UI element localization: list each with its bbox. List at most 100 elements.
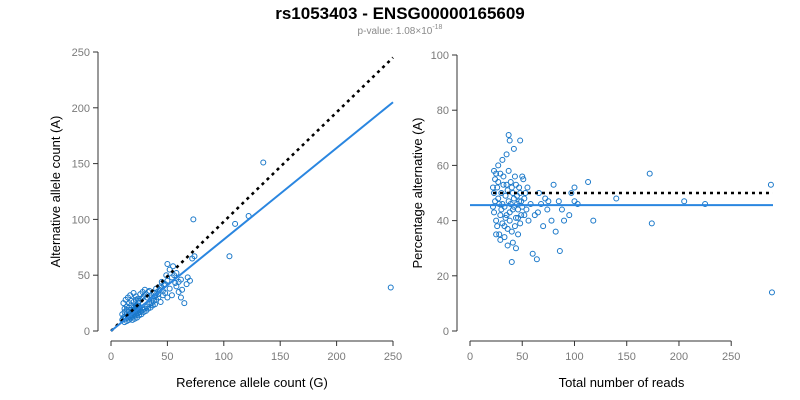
data-point (512, 214, 519, 221)
data-point (545, 198, 552, 205)
data-point (511, 173, 518, 180)
x-tick-label: 150 (271, 351, 289, 363)
data-point (531, 212, 538, 219)
data-point (502, 192, 509, 199)
data-point (163, 272, 170, 279)
x-tick-label: 0 (467, 351, 473, 363)
y-tick-label: 0 (84, 326, 90, 338)
data-point (173, 269, 180, 276)
x-tick-label: 200 (327, 351, 345, 363)
data-point (505, 167, 512, 174)
data-point (151, 301, 158, 308)
data-point (574, 201, 581, 208)
data-point (191, 253, 198, 260)
fit-line (110, 101, 394, 332)
y-tick-label: 50 (78, 270, 90, 282)
data-point (157, 298, 164, 305)
data-point (540, 223, 547, 230)
x-tick-label: 0 (108, 351, 114, 363)
data-point (542, 195, 549, 202)
data-point (518, 212, 525, 219)
data-point (512, 245, 519, 252)
y-tick-label: 150 (72, 159, 90, 171)
data-point (502, 214, 509, 221)
data-point (503, 181, 510, 188)
data-point (521, 212, 528, 219)
data-point (512, 181, 519, 188)
data-point (523, 206, 530, 213)
data-point (646, 170, 653, 177)
y-tick-label: 200 (72, 103, 90, 115)
data-point (494, 184, 501, 191)
data-point (493, 231, 500, 238)
x-tick-label: 150 (618, 351, 636, 363)
data-point (529, 250, 536, 257)
data-point (183, 281, 190, 288)
data-point (585, 178, 592, 185)
x-tick-label: 100 (215, 351, 233, 363)
data-point (500, 173, 507, 180)
data-point (555, 198, 562, 205)
x-tick-label: 50 (516, 351, 528, 363)
x-axis-label: Reference allele count (G) (176, 375, 328, 390)
y-tick-label: 60 (437, 160, 449, 172)
reference-line (110, 56, 394, 332)
data-point (525, 217, 532, 224)
data-point (556, 247, 563, 254)
y-tick-label: 100 (431, 50, 449, 62)
data-point (568, 190, 575, 196)
data-point (508, 228, 515, 235)
data-point (184, 274, 191, 281)
data-point (494, 223, 501, 230)
data-point (166, 285, 173, 292)
data-point (166, 266, 173, 273)
data-point (510, 145, 517, 152)
data-point (164, 277, 171, 284)
data-point (170, 263, 177, 270)
data-point (387, 284, 394, 291)
data-point (527, 201, 534, 208)
data-point (489, 184, 496, 191)
data-point (177, 294, 184, 301)
data-point (521, 195, 528, 202)
data-point (492, 198, 499, 205)
data-point (681, 198, 688, 205)
y-tick-label: 40 (437, 216, 449, 228)
data-point (506, 217, 513, 224)
data-point (613, 195, 620, 202)
y-tick-label: 250 (72, 47, 90, 59)
x-tick-label: 200 (670, 351, 688, 363)
data-point (524, 184, 531, 191)
data-point (509, 239, 516, 246)
data-point (499, 156, 506, 163)
data-point (501, 234, 508, 241)
y-tick-label: 0 (443, 326, 449, 338)
y-tick-label: 80 (437, 105, 449, 117)
data-point (145, 288, 152, 295)
data-point (500, 181, 507, 188)
data-point (168, 292, 175, 299)
p-value-exponent: -18 (432, 24, 442, 31)
data-point (226, 253, 233, 260)
data-point (498, 206, 505, 213)
data-point (516, 184, 523, 191)
data-point (702, 201, 709, 208)
y-axis-label: Percentage alternative (A) (410, 117, 425, 268)
chart-title: rs1053403 - ENSG00000165609 (275, 4, 525, 23)
data-point (508, 184, 515, 191)
data-point (496, 231, 503, 238)
data-point (558, 206, 565, 213)
data-point (519, 173, 526, 180)
data-point (544, 206, 551, 213)
data-point (550, 181, 557, 188)
data-point (491, 209, 498, 216)
p-value-label: p-value: 1.08×10-18 (358, 24, 443, 37)
data-point (492, 176, 499, 183)
data-point (566, 212, 573, 219)
x-tick-label: 100 (565, 351, 583, 363)
data-point (260, 159, 267, 166)
data-point (164, 261, 171, 268)
data-point (511, 223, 518, 230)
x-axis-label: Total number of reads (559, 375, 685, 390)
